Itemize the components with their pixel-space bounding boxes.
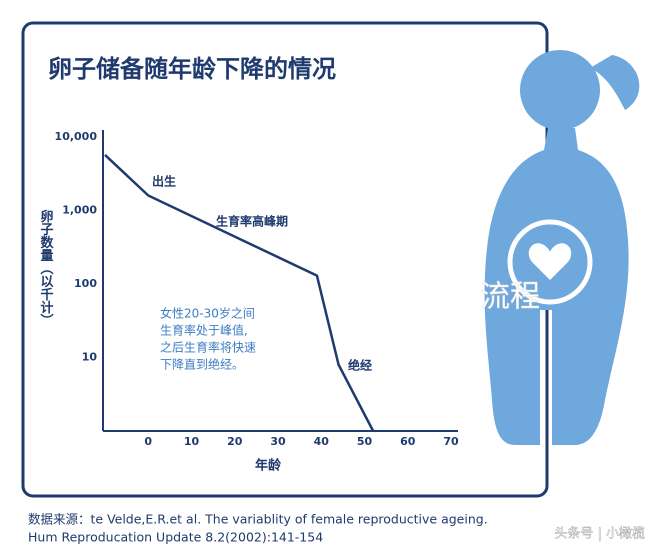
x-tick-label: 50 xyxy=(357,435,373,448)
x-tick-label: 10 xyxy=(184,435,200,448)
source: Hum Reproducation Update 8.2(2002):141-1… xyxy=(28,530,323,545)
x-tick-label: 0 xyxy=(144,435,152,448)
x-axis-label: 年龄 xyxy=(255,458,282,474)
x-tick-label: 20 xyxy=(227,435,243,448)
annotation: 生育率高峰期 xyxy=(216,214,288,229)
womb-ring xyxy=(507,219,593,305)
watermark: 头条号 | 小橄榄 xyxy=(554,526,645,542)
y-tick-label: 100 xyxy=(74,277,97,290)
annotation: 绝经 xyxy=(348,358,372,373)
x-tick-label: 30 xyxy=(270,435,286,448)
x-tick-label: 60 xyxy=(400,435,416,448)
source: 数据来源：te Velde,E.R.et al. The variablity … xyxy=(28,512,488,527)
heart xyxy=(528,243,572,280)
chart-title: 卵子储备随年龄下降的情况 xyxy=(48,55,336,83)
note-line: 女性20-30岁之间 xyxy=(160,306,255,321)
annotation: 出生 xyxy=(152,174,176,189)
y-tick-label: 10,000 xyxy=(55,130,98,143)
woman-silhouette xyxy=(484,50,640,445)
note-line: 之后生育率将快速 xyxy=(160,340,256,355)
overlay-text: 流程 xyxy=(480,280,540,315)
y-tick-label: 1,000 xyxy=(62,204,97,217)
x-tick-label: 40 xyxy=(314,435,330,448)
y-tick-label: 10 xyxy=(82,351,98,364)
y-axis-label: 卵子数量（以千计） xyxy=(38,209,55,327)
data-line xyxy=(104,154,375,432)
note: 女性20-30岁之间 生育率处于峰值, 之后生育率将快速 下降直到绝经。 xyxy=(160,306,256,372)
note-line: 下降直到绝经。 xyxy=(160,357,244,372)
note-line: 生育率处于峰值, xyxy=(160,323,248,338)
x-tick-label: 70 xyxy=(443,435,459,448)
